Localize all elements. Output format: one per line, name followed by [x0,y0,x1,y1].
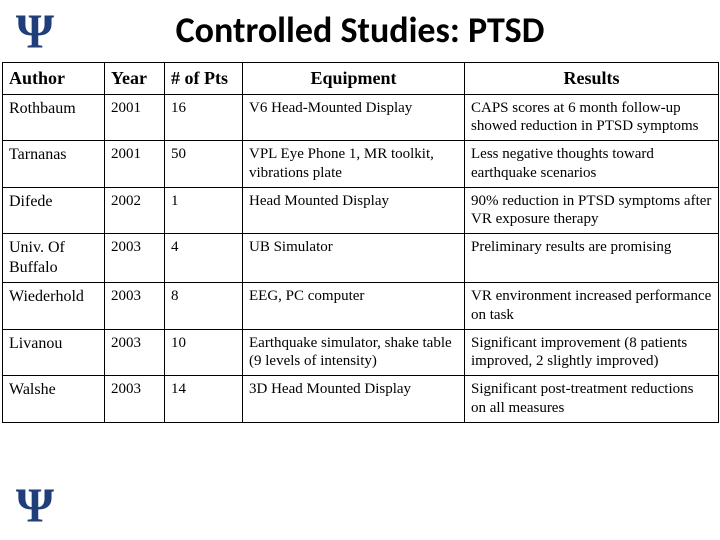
table-header-row: Author Year # of Pts Equipment Results [3,63,719,95]
col-author: Author [3,63,105,95]
cell-pts: 10 [165,329,243,376]
cell-results: CAPS scores at 6 month follow-up showed … [465,94,719,141]
cell-pts: 8 [165,283,243,330]
cell-pts: 14 [165,376,243,423]
cell-author: Rothbaum [3,94,105,141]
cell-equip: Head Mounted Display [243,187,465,234]
cell-pts: 4 [165,234,243,283]
cell-year: 2003 [105,376,165,423]
cell-pts: 16 [165,94,243,141]
svg-text:Ψ: Ψ [16,478,54,533]
col-year: Year [105,63,165,95]
cell-equip: 3D Head Mounted Display [243,376,465,423]
col-results: Results [465,63,719,95]
cell-year: 2002 [105,187,165,234]
cell-results: Significant improvement (8 patients impr… [465,329,719,376]
cell-equip: UB Simulator [243,234,465,283]
table-row: Difede 2002 1 Head Mounted Display 90% r… [3,187,719,234]
cell-author: Univ. Of Buffalo [3,234,105,283]
cell-author: Tarnanas [3,141,105,188]
cell-results: VR environment increased performance on … [465,283,719,330]
cell-year: 2001 [105,94,165,141]
table-row: Livanou 2003 10 Earthquake simulator, sh… [3,329,719,376]
psi-logo-bottom: Ψ [6,478,64,536]
table-row: Rothbaum 2001 16 V6 Head-Mounted Display… [3,94,719,141]
cell-results: Preliminary results are promising [465,234,719,283]
cell-year: 2001 [105,141,165,188]
cell-equip: VPL Eye Phone 1, MR toolkit, vibrations … [243,141,465,188]
studies-table: Author Year # of Pts Equipment Results R… [2,62,719,423]
cell-pts: 1 [165,187,243,234]
cell-equip: EEG, PC computer [243,283,465,330]
cell-equip: V6 Head-Mounted Display [243,94,465,141]
slide-title: Controlled Studies: PTSD [0,8,720,52]
table-row: Tarnanas 2001 50 VPL Eye Phone 1, MR too… [3,141,719,188]
table-body: Rothbaum 2001 16 V6 Head-Mounted Display… [3,94,719,422]
cell-results: 90% reduction in PTSD symptoms after VR … [465,187,719,234]
cell-results: Significant post-treatment reductions on… [465,376,719,423]
cell-year: 2003 [105,329,165,376]
cell-author: Difede [3,187,105,234]
cell-pts: 50 [165,141,243,188]
studies-table-container: Author Year # of Pts Equipment Results R… [2,62,718,538]
cell-results: Less negative thoughts toward earthquake… [465,141,719,188]
cell-year: 2003 [105,283,165,330]
cell-year: 2003 [105,234,165,283]
cell-author: Livanou [3,329,105,376]
table-row: Walshe 2003 14 3D Head Mounted Display S… [3,376,719,423]
col-equipment: Equipment [243,63,465,95]
table-row: Wiederhold 2003 8 EEG, PC computer VR en… [3,283,719,330]
cell-equip: Earthquake simulator, shake table (9 lev… [243,329,465,376]
col-pts: # of Pts [165,63,243,95]
cell-author: Walshe [3,376,105,423]
cell-author: Wiederhold [3,283,105,330]
table-row: Univ. Of Buffalo 2003 4 UB Simulator Pre… [3,234,719,283]
